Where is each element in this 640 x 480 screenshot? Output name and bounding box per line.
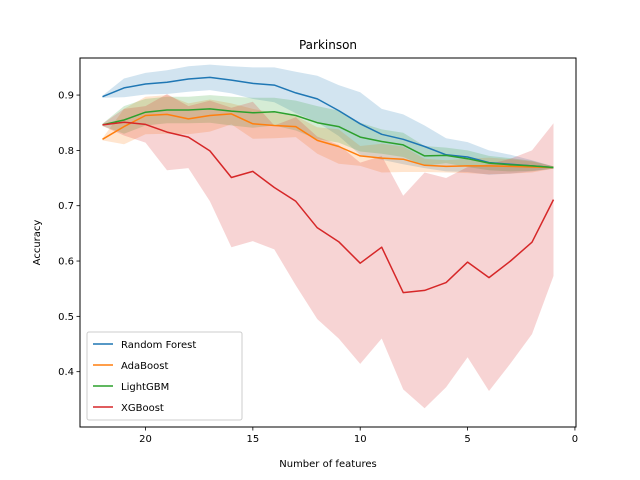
- legend-box: [86, 331, 243, 421]
- legend-label-random-forest: Random Forest: [121, 340, 196, 351]
- y-axis-ticks: 0.4 0.5 0.6 0.7 0.8 0.9: [58, 91, 80, 378]
- legend-label-lightgbm: LightGBM: [121, 382, 169, 393]
- plot-frame: [79, 57, 577, 428]
- y-tick-label: 0.9: [58, 91, 74, 102]
- chart-title: Parkinson: [299, 38, 357, 52]
- series-line-lightgbm: [102, 108, 554, 169]
- legend: Random Forest AdaBoost LightGBM XGBoost: [86, 331, 243, 421]
- y-tick-label: 0.7: [58, 201, 74, 212]
- x-tick-label: 20: [139, 434, 152, 445]
- y-tick-label: 0.8: [58, 146, 74, 157]
- series-line-xgboost: [102, 121, 555, 294]
- x-axis-ticks: 20 15 10 5 0: [139, 427, 578, 445]
- legend-label-adaboost: AdaBoost: [121, 361, 168, 372]
- y-tick-label: 0.6: [58, 257, 74, 268]
- x-tick-label: 10: [354, 434, 367, 445]
- band-xgboost: [102, 94, 554, 409]
- series-lines: [102, 76, 555, 294]
- series-line-random-forest: [102, 76, 554, 169]
- x-tick-label: 0: [572, 434, 578, 445]
- series-line-adaboost: [102, 113, 554, 169]
- x-tick-label: 5: [464, 434, 470, 445]
- x-tick-label: 15: [246, 434, 259, 445]
- band-random-forest: [102, 64, 554, 175]
- y-axis-label: Accuracy: [32, 220, 43, 266]
- x-axis-label: Number of features: [279, 459, 376, 470]
- legend-label-xgboost: XGBoost: [121, 403, 164, 414]
- y-tick-label: 0.5: [58, 312, 74, 323]
- y-tick-label: 0.4: [58, 367, 74, 378]
